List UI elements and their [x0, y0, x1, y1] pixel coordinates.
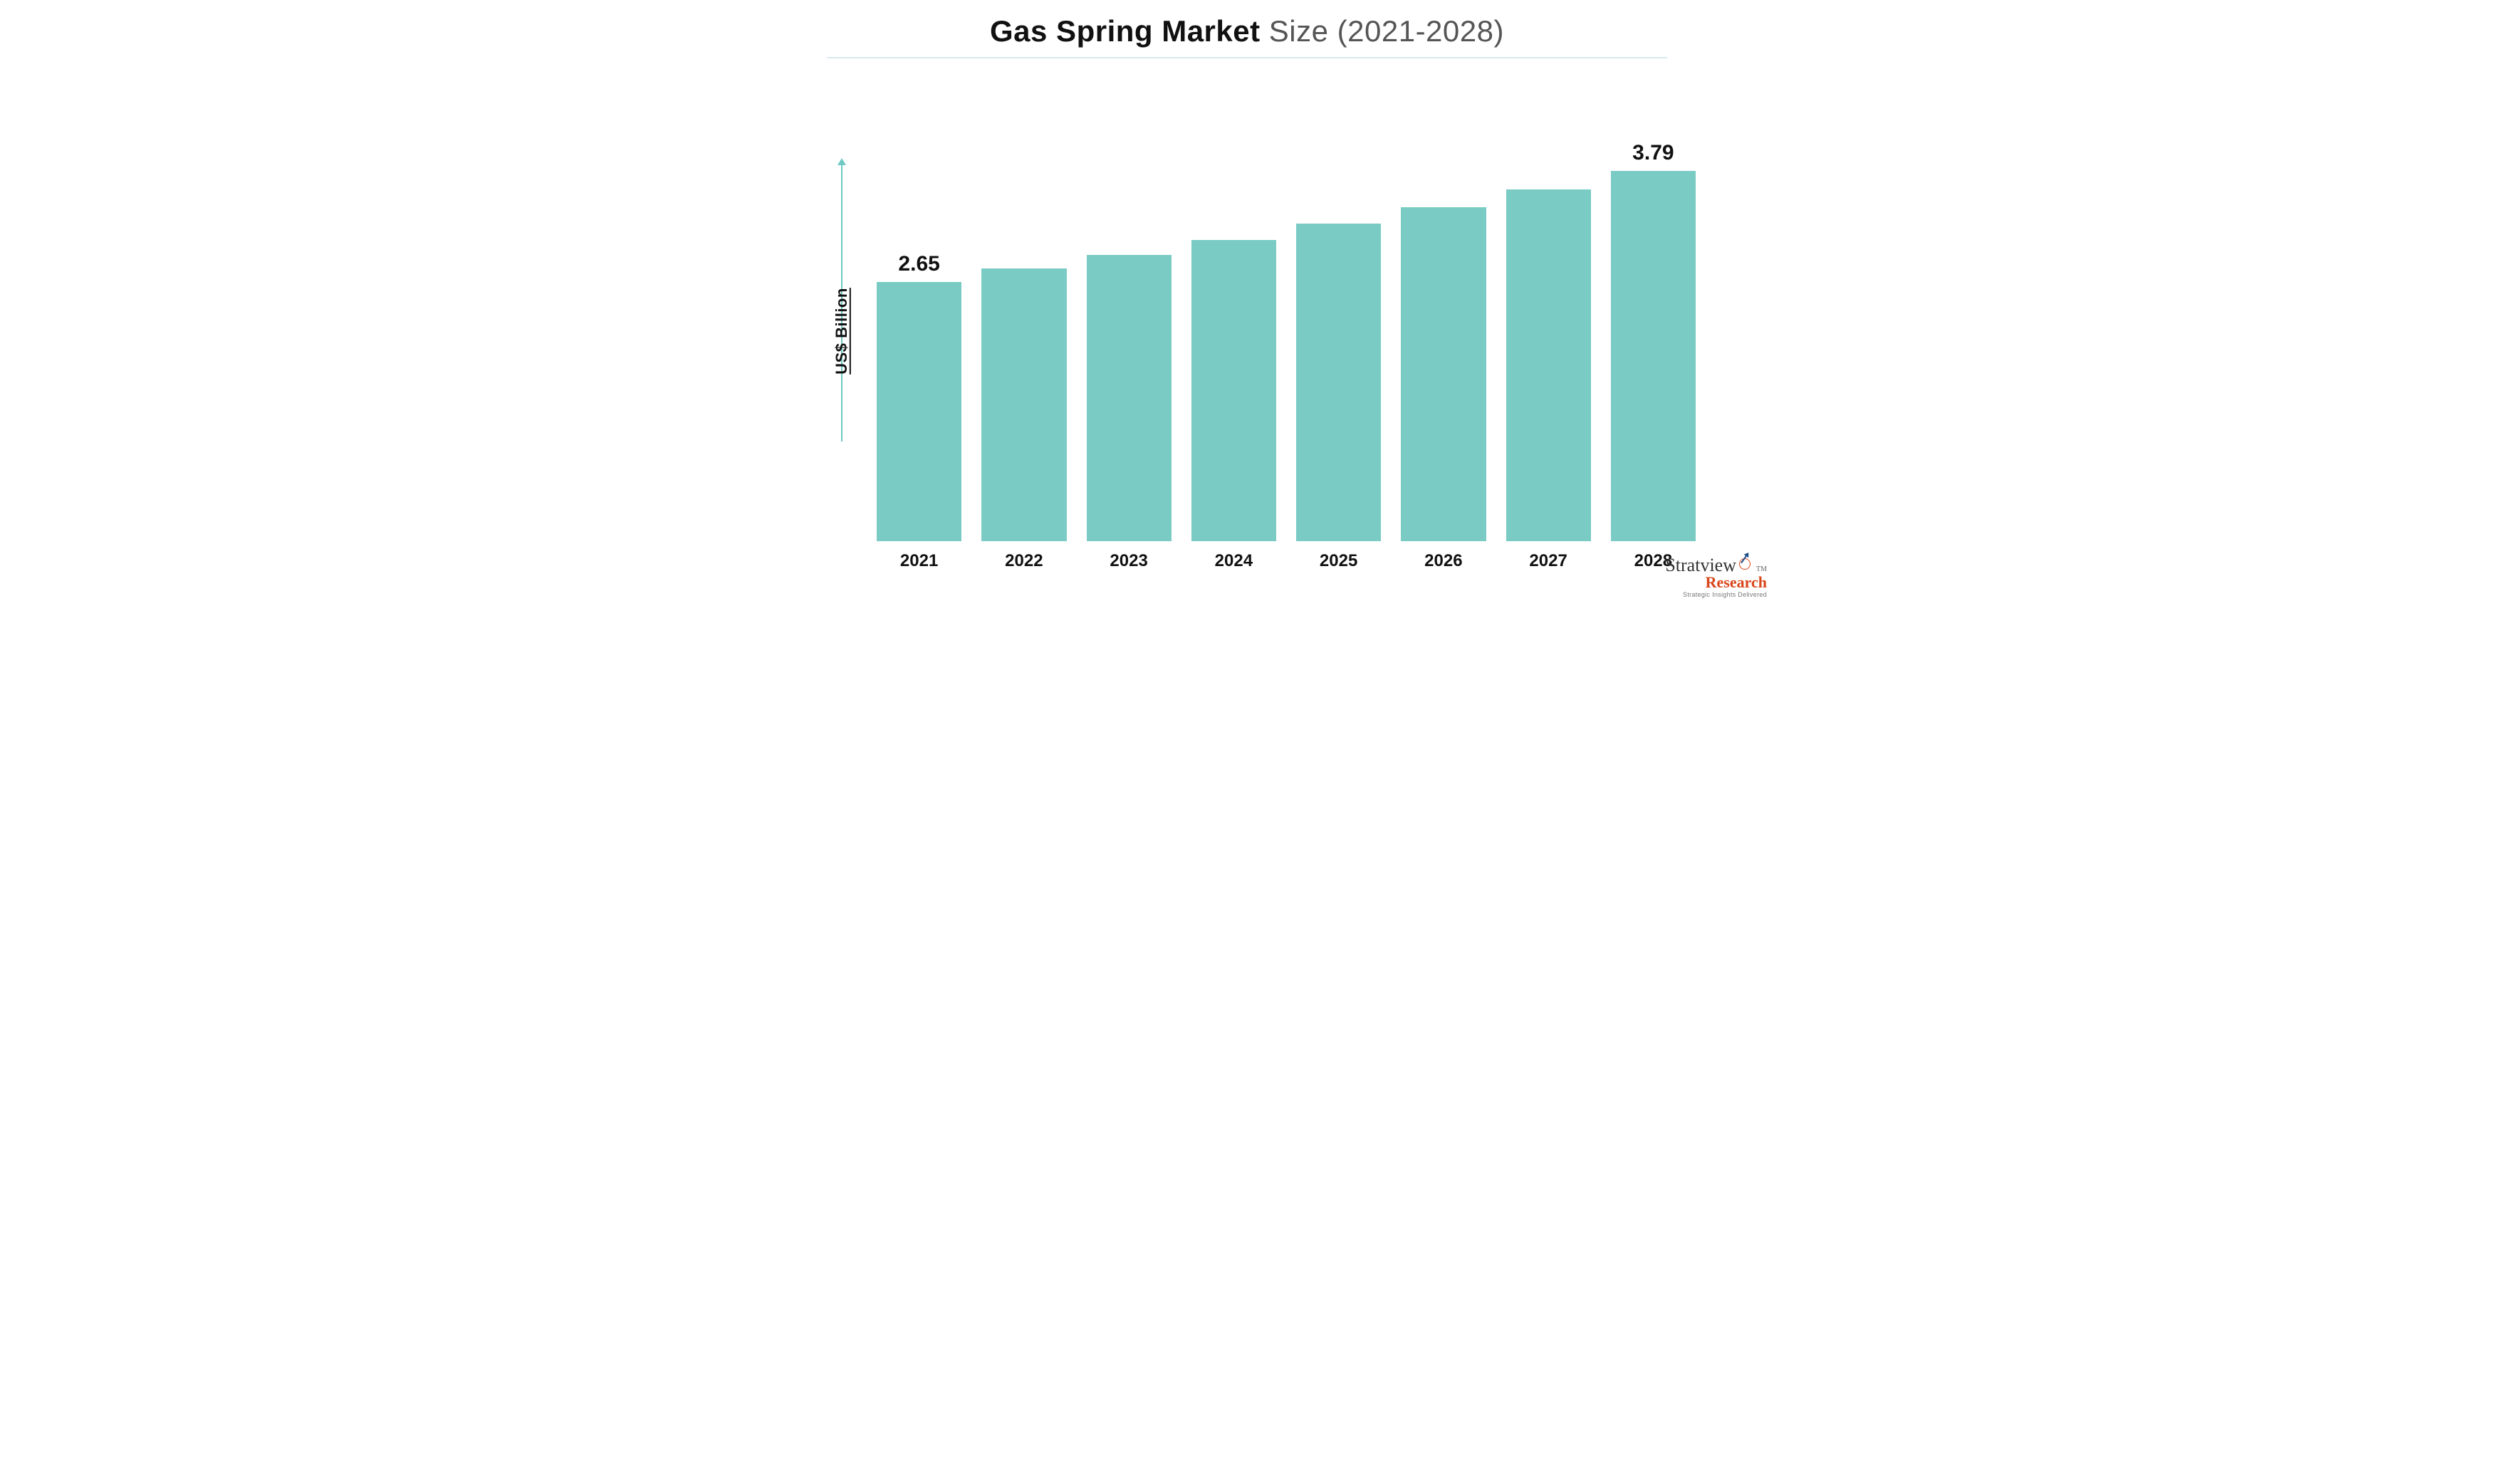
bar	[1401, 207, 1486, 541]
y-axis-arrow-icon	[838, 158, 846, 165]
bars-container: 2.6520212022202320242025202620273.792028	[877, 171, 1696, 541]
bar-x-label: 2025	[1320, 551, 1357, 571]
brand-name: Stratview TM	[1665, 555, 1767, 575]
bar-x-label: 2023	[1110, 551, 1147, 571]
bar	[1087, 255, 1172, 541]
brand-tagline: Strategic Insights Delivered	[1665, 592, 1767, 598]
brand-sub: Research	[1665, 575, 1767, 590]
bar-chart: US$ Billion 2.65202120222023202420252026…	[841, 100, 1696, 563]
globe-arrow-icon	[1738, 555, 1753, 571]
bar-col: 2025	[1296, 224, 1381, 541]
bar-col: 3.792028	[1611, 171, 1696, 541]
bar-value-label: 2.65	[898, 252, 939, 276]
bar-col: 2022	[981, 268, 1066, 541]
bar-x-label: 2024	[1215, 551, 1253, 571]
bar-col: 2026	[1401, 207, 1486, 541]
bar-x-label: 2021	[900, 551, 938, 571]
bar	[1611, 171, 1696, 541]
page: Gas Spring Market Size (2021-2028) US$ B…	[713, 0, 1781, 605]
bar	[1191, 240, 1276, 541]
trademark-text: TM	[1756, 566, 1767, 573]
bar	[1506, 189, 1591, 541]
bar-value-label: 3.79	[1632, 141, 1674, 165]
bar-col: 2027	[1506, 189, 1591, 541]
bar-col: 2024	[1191, 240, 1276, 541]
y-axis-label: US$ Billion	[833, 288, 851, 375]
chart-title: Gas Spring Market Size (2021-2028)	[827, 14, 1667, 48]
chart-title-bold: Gas Spring Market	[990, 14, 1261, 48]
bar	[981, 268, 1066, 541]
chart-title-wrap: Gas Spring Market Size (2021-2028)	[827, 14, 1667, 58]
brand-logo: Stratview TM Research Strategic Insights…	[1665, 555, 1767, 598]
bar-x-label: 2026	[1424, 551, 1462, 571]
brand-text: Stratview	[1665, 556, 1736, 575]
bar-col: 2.652021	[877, 282, 961, 541]
bar-x-label: 2027	[1529, 551, 1567, 571]
bar	[877, 282, 961, 541]
bar-col: 2023	[1087, 255, 1172, 541]
bar-x-label: 2022	[1005, 551, 1043, 571]
chart-title-thin: Size (2021-2028)	[1269, 14, 1504, 48]
bar	[1296, 224, 1381, 541]
